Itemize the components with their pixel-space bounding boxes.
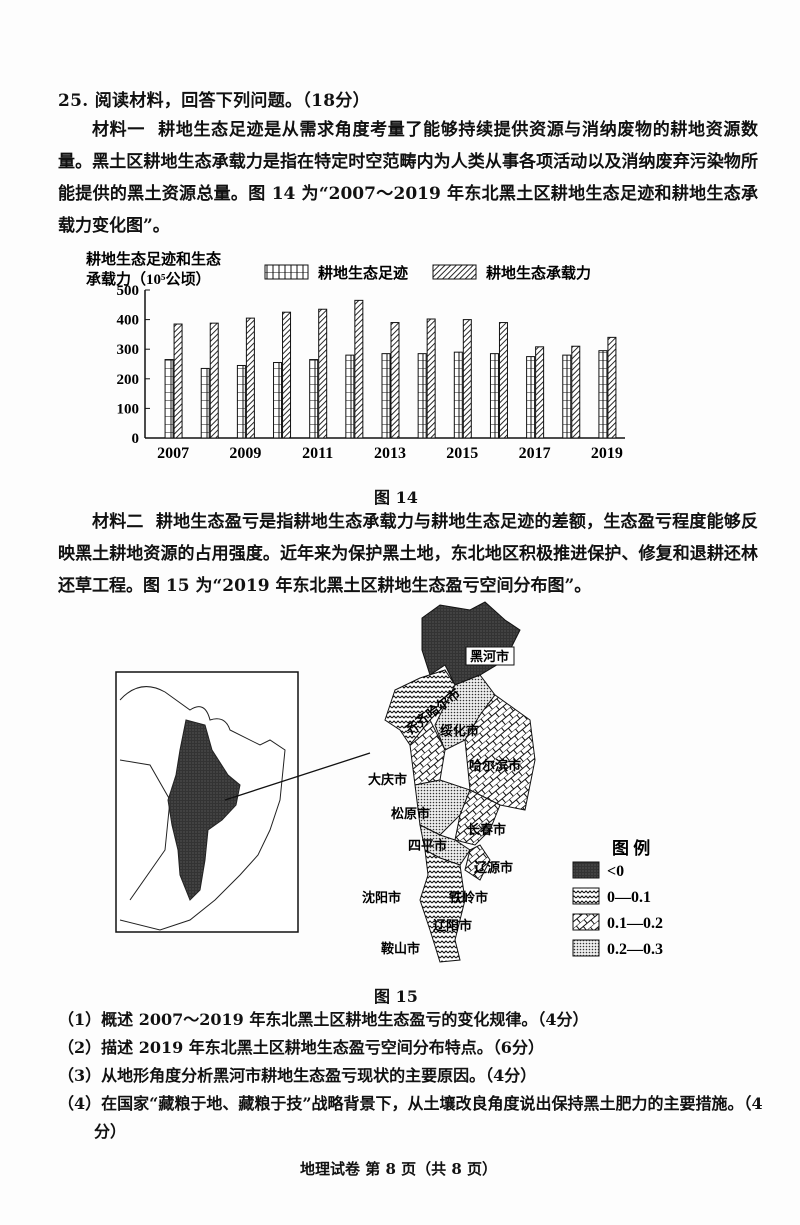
region-harbin	[464, 694, 536, 811]
bar-capacity-2011	[318, 308, 328, 439]
city-label: 长春市	[467, 822, 506, 837]
city-label: 沈阳市	[362, 890, 401, 905]
bar-capacity-2010	[282, 311, 292, 439]
legend-swatch-negative	[572, 861, 600, 879]
y-tick-label: 0	[132, 431, 140, 447]
material-1-text: 耕地生态足迹是从需求角度考量了能够持续提供资源与消纳废物的耕地资源数量。黑土区耕…	[58, 120, 759, 236]
city-label: 哈尔滨市	[469, 758, 521, 773]
y-tick-label: 400	[117, 313, 140, 329]
figure-15-caption: 图 15	[374, 987, 418, 1006]
page-footer: 地理试卷 第 8 页（共 8 页）	[300, 1160, 497, 1178]
sub-question-3: （3）从地形角度分析黑河市耕地生态盈亏现状的主要原因。（4分）	[58, 1066, 537, 1085]
legend-label: 0.2—0.3	[607, 941, 663, 958]
city-label: 松原市	[391, 806, 430, 821]
y-tick-label: 300	[117, 342, 140, 358]
bar-footprint-2011	[309, 359, 319, 439]
y-axis-label-line2: 承载力（10⁵公顷）	[86, 270, 211, 288]
bar-footprint-2008	[200, 367, 210, 439]
sub-question-2: （2）描述 2019 年东北黑土区耕地生态盈亏空间分布特点。（6分）	[58, 1038, 544, 1057]
x-tick-label: 2017	[519, 445, 551, 462]
legend-swatch-dots	[572, 939, 600, 957]
sub-question-4: （4）在国家“藏粮于地、藏粮于技”战略背景下，从土壤改良角度说出保持黑土肥力的主…	[58, 1094, 763, 1141]
legend-label-capacity: 耕地生态承载力	[486, 264, 591, 282]
region-daqing	[409, 719, 446, 786]
y-axis-label-line1: 耕地生态足迹和生态	[86, 250, 221, 268]
bar-footprint-2012	[345, 354, 355, 439]
city-label: 辽源市	[474, 860, 513, 875]
legend-swatch-brick	[572, 913, 600, 931]
city-label: 绥化市	[440, 723, 479, 738]
city-label: 鞍山市	[381, 941, 420, 956]
x-tick-label: 2007	[157, 445, 189, 462]
region-liaoning-south	[419, 849, 466, 963]
legend-label: 0.1—0.2	[607, 915, 663, 932]
city-label: 辽阳市	[433, 918, 472, 933]
legend-label: <0	[607, 863, 624, 880]
bar-footprint-2017	[526, 356, 536, 439]
bar-footprint-2010	[273, 362, 283, 439]
material-1-label: 材料一	[92, 120, 145, 140]
material-2-label: 材料二	[92, 512, 144, 532]
bar-capacity-2012	[354, 299, 364, 439]
bar-capacity-2017	[535, 346, 545, 439]
region-liaoyuan	[464, 844, 491, 881]
bar-footprint-2015	[453, 351, 463, 439]
bar-footprint-2013	[381, 353, 391, 439]
legend-swatch-capacity	[432, 264, 477, 280]
leader-line	[224, 752, 371, 801]
bar-capacity-2014	[426, 318, 436, 439]
bar-capacity-2008	[209, 322, 219, 439]
legend-label: 0—0.1	[607, 889, 651, 906]
x-tick-label: 2009	[229, 445, 261, 462]
legend-label-footprint: 耕地生态足迹	[318, 264, 408, 282]
sub-question-1: （1）概述 2007～2019 年东北黑土区耕地生态盈亏的变化规律。（4分）	[58, 1010, 589, 1029]
bar-capacity-2013	[390, 322, 400, 439]
city-label: 四平市	[408, 838, 447, 853]
y-tick-label: 200	[117, 372, 140, 388]
x-tick-label: 2015	[446, 445, 478, 462]
bar-capacity-2015	[462, 319, 472, 439]
question-heading: 25. 阅读材料，回答下列问题。（18分）	[58, 91, 370, 111]
figure-14-caption: 图 14	[374, 488, 418, 507]
y-tick-label: 100	[117, 401, 140, 417]
bar-footprint-2018	[562, 354, 572, 439]
city-label: 铁岭市	[448, 890, 488, 905]
legend-title: 图 例	[612, 838, 650, 858]
material-1: 材料一 耕地生态足迹是从需求角度考量了能够持续提供资源与消纳废物的耕地资源数量。…	[58, 114, 758, 242]
figure-14-chart: 耕地生态足迹和生态 承载力（10⁵公顷） 耕地生态足迹 耕地生态承载力 0 100…	[86, 250, 625, 462]
figure-15-map: 黑河市 齐齐哈尔市 绥化市 哈尔滨市 大庆市 松原市 长春市 四平市 辽源市 沈…	[115, 601, 663, 963]
bar-capacity-2009	[245, 317, 255, 439]
bar-footprint-2009	[236, 364, 246, 439]
material-2: 材料二 耕地生态盈亏是指耕地生态承载力与耕地生态足迹的差额，生态盈亏程度能够反映…	[58, 506, 758, 602]
inset-black-soil-region	[167, 719, 241, 901]
material-2-text: 耕地生态盈亏是指耕地生态承载力与耕地生态足迹的差额，生态盈亏程度能够反映黑土耕地…	[58, 512, 759, 596]
bar-footprint-2007	[164, 359, 174, 439]
legend-swatch-footprint	[264, 264, 309, 280]
bar-capacity-2019	[607, 336, 617, 439]
city-label: 大庆市	[368, 772, 407, 787]
x-tick-label: 2019	[591, 445, 623, 462]
y-tick-label: 500	[117, 283, 140, 299]
bar-capacity-2018	[571, 345, 581, 439]
bar-footprint-2016	[489, 353, 499, 439]
bar-capacity-2016	[498, 322, 508, 439]
city-label: 黑河市	[470, 649, 509, 664]
bar-footprint-2014	[417, 353, 427, 439]
x-tick-label: 2011	[302, 445, 333, 462]
bar-footprint-2019	[598, 350, 608, 439]
legend-swatch-wave	[572, 887, 600, 905]
x-tick-label: 2013	[374, 445, 406, 462]
bar-capacity-2007	[173, 323, 183, 439]
